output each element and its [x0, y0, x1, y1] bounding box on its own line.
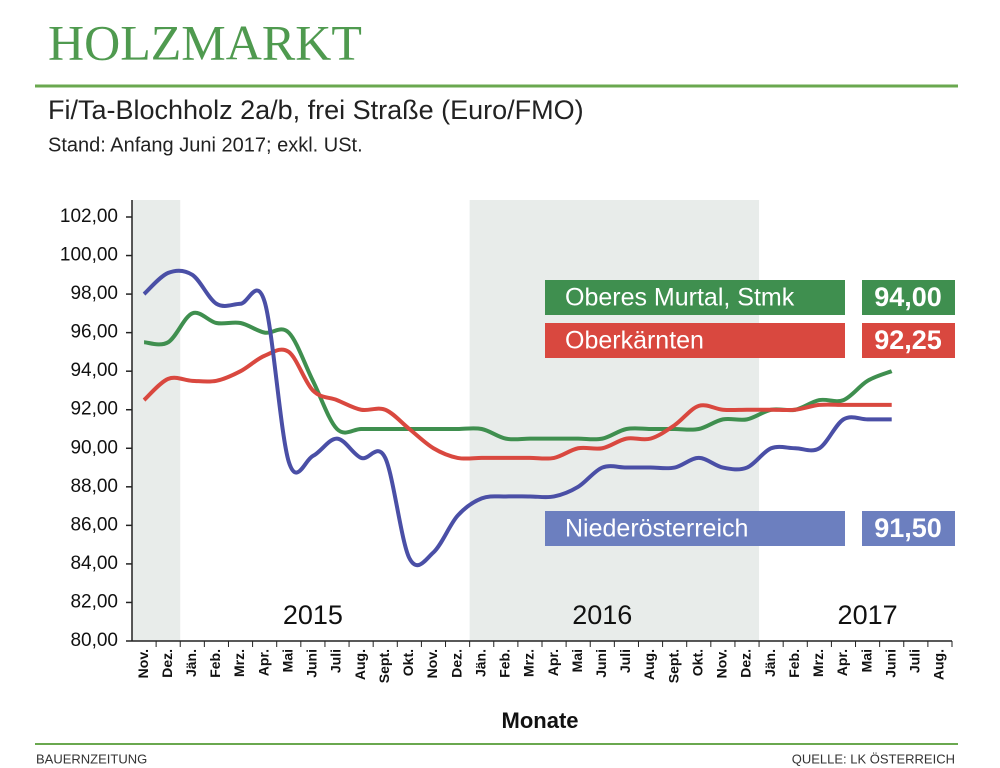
y-tick-label: 80,00: [70, 630, 118, 651]
x-tick-label: Mai: [279, 649, 295, 672]
legend-box: [545, 323, 845, 358]
y-tick-label: 94,00: [70, 360, 118, 381]
x-tick-label: Dez.: [738, 649, 754, 678]
legend-label: Niederösterreich: [565, 515, 748, 543]
legend-value-box: [862, 323, 955, 358]
x-tick-label: Juni: [882, 649, 898, 678]
y-tick-label: 98,00: [70, 283, 118, 304]
x-tick-label: Okt.: [689, 649, 705, 676]
x-tick-label: Aug.: [641, 649, 657, 680]
x-tick-label: Aug.: [352, 649, 368, 680]
x-tick-label: Jän.: [472, 649, 488, 677]
x-tick-label: Jän.: [183, 649, 199, 677]
legend-box: [545, 280, 845, 315]
x-tick-label: Apr.: [255, 649, 271, 676]
y-tick-label: 88,00: [70, 476, 118, 497]
year-label: 2015: [283, 600, 343, 630]
series-line: [142, 268, 892, 568]
x-tick-label: Jän.: [762, 649, 778, 677]
x-tick-label: Juli: [907, 649, 923, 673]
source-left: BAUERNZEITUNG: [36, 751, 147, 766]
x-tick-label: Mai: [858, 649, 874, 672]
shaded-band: [132, 200, 181, 641]
y-tick-label: 96,00: [70, 322, 118, 343]
x-tick-label: Feb.: [207, 649, 223, 678]
end-value-label: 92,25: [874, 325, 942, 355]
x-tick-label: Juli: [328, 649, 344, 673]
x-tick-label: Nov.: [424, 649, 440, 678]
x-tick-label: Sept.: [665, 649, 681, 683]
legend-label: Oberkärnten: [565, 327, 704, 355]
note: Stand: Anfang Juni 2017; exkl. USt.: [48, 134, 363, 156]
y-tick-label: 100,00: [60, 245, 118, 266]
x-tick-label: Nov.: [714, 649, 730, 678]
end-value-label: 91,50: [874, 513, 942, 543]
x-tick-label: Okt.: [400, 649, 416, 676]
legend-value-box: [862, 511, 955, 546]
x-tick-label: Feb.: [497, 649, 513, 678]
series-line: [142, 347, 892, 461]
x-tick-label: Mrz.: [231, 649, 247, 677]
y-tick-label: 84,00: [70, 553, 118, 574]
x-tick-label: Dez.: [159, 649, 175, 678]
subtitle: Fi/Ta-Blochholz 2a/b, frei Straße (Euro/…: [48, 95, 584, 125]
x-tick-label: Mrz.: [521, 649, 537, 677]
y-tick-label: 102,00: [60, 206, 118, 227]
x-tick-label: Sept.: [376, 649, 392, 683]
x-tick-label: Apr.: [545, 649, 561, 676]
end-value-label: 94,00: [874, 282, 942, 312]
x-tick-label: Feb.: [786, 649, 802, 678]
source-right: QUELLE: LK ÖSTERREICH: [792, 751, 955, 766]
shaded-band: [469, 200, 760, 641]
legend-box: [545, 511, 845, 546]
y-tick-label: 90,00: [70, 437, 118, 458]
y-tick-label: 86,00: [70, 514, 118, 535]
year-label: 2017: [838, 600, 898, 630]
x-tick-label: Apr.: [834, 649, 850, 676]
legend-label: Oberes Murtal, Stmk: [565, 284, 795, 312]
x-tick-label: Mrz.: [810, 649, 826, 677]
year-label: 2016: [572, 600, 632, 630]
x-tick-label: Nov.: [135, 649, 151, 678]
x-tick-label: Dez.: [448, 649, 464, 678]
chart-title: HOLZMARKT: [48, 14, 362, 70]
x-tick-label: Juni: [593, 649, 609, 678]
x-tick-label: Juli: [617, 649, 633, 673]
legend-value-box: [862, 280, 955, 315]
x-tick-label: Aug.: [931, 649, 947, 680]
x-axis-title: Monate: [502, 708, 579, 733]
x-tick-label: Mai: [569, 649, 585, 672]
y-tick-label: 82,00: [70, 591, 118, 612]
y-tick-label: 92,00: [70, 399, 118, 420]
x-tick-label: Juni: [304, 649, 320, 678]
